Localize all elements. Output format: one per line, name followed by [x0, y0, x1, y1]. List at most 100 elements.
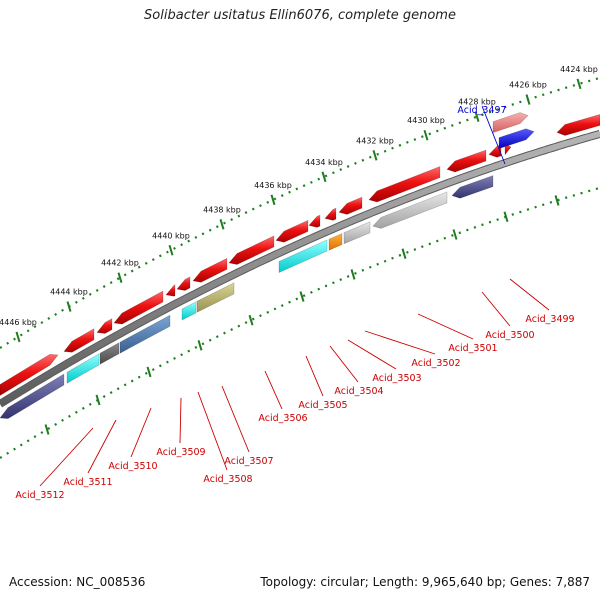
cds-gene-box: [99, 342, 120, 365]
cds-gene-box: [451, 175, 494, 199]
label-leader-line: [197, 391, 228, 471]
cds-gene-arrow: [324, 207, 337, 221]
kbp-tick-label: 4440 kbp: [152, 231, 190, 240]
gene-label-acid-3502: Acid_3502: [411, 358, 460, 369]
cds-gene-box: [278, 239, 328, 273]
cds-gene-arrow: [488, 144, 502, 158]
major-tick: [350, 269, 356, 280]
major-tick: [15, 331, 21, 343]
major-tick: [44, 424, 50, 435]
cds-gene-arrow: [368, 166, 441, 203]
accession-text: Accession: NC_008536: [9, 575, 146, 589]
kbp-tick-label: 4436 kbp: [254, 181, 292, 190]
kbp-tick-label: 4432 kbp: [356, 136, 394, 145]
label-leader-line: [179, 397, 182, 444]
cds-gene-box: [66, 353, 100, 384]
trna-gene-arrow: [498, 128, 535, 150]
label-leader-line: [417, 313, 474, 340]
genome-backbone: [0, 130, 600, 408]
gene-label-acid-3511: Acid_3511: [63, 477, 112, 488]
cds-gene-arrow: [63, 328, 95, 353]
kbp-tick-label: 4430 kbp: [407, 116, 445, 125]
label-leader-line: [481, 291, 511, 327]
gene-label-acid-3507: Acid_3507: [224, 456, 273, 467]
major-tick: [576, 78, 582, 90]
cds-gene-box: [343, 221, 371, 245]
gene-label-acid-3505: Acid_3505: [298, 400, 347, 411]
map-title: Solibacter usitatus Ellin6076, complete …: [144, 8, 456, 23]
major-tick: [219, 219, 225, 230]
cds-gene-arrow: [446, 149, 487, 173]
cds-gene-box: [372, 191, 448, 229]
cds-gene-box: [181, 301, 197, 321]
label-leader-line: [347, 339, 397, 370]
cds-gene-box: [196, 282, 235, 313]
label-leader-line: [264, 370, 283, 410]
gene-label-acid-3504: Acid_3504: [334, 386, 383, 397]
gene-label-acid-3510: Acid_3510: [108, 461, 157, 472]
major-tick: [525, 94, 531, 105]
label-leader-line: [39, 427, 94, 487]
gene-labels: Acid_3497 Acid_3499 Acid_3500 Acid_3501 Acid…: [15, 105, 574, 501]
cds-gene-arrow: [0, 353, 59, 396]
kbp-tick-label: 4426 kbp: [509, 81, 547, 90]
cds-gene-arrow: [275, 219, 309, 243]
cds-gene-arrow: [113, 290, 164, 325]
label-leader-line: [221, 385, 250, 453]
gene-label-acid-3497: Acid_3497: [457, 105, 506, 116]
cds-gene-arrow: [192, 257, 228, 283]
cds-gene-arrow: [308, 214, 321, 228]
cds-gene-box: [328, 233, 343, 251]
major-tick: [248, 314, 254, 326]
major-tick: [503, 211, 509, 223]
major-tick: [474, 111, 480, 122]
cds-gene-arrow: [228, 235, 275, 265]
major-tick: [66, 301, 72, 312]
cds-gene-arrow: [96, 318, 113, 334]
kbp-tick-label: 4446 kbp: [0, 318, 37, 327]
cds-gene-arrow: [176, 276, 191, 291]
cds-gene-box: [0, 373, 65, 419]
major-tick: [554, 195, 560, 206]
kbp-tick-label: 4434 kbp: [305, 158, 343, 167]
pseudo-gene-arrow: [492, 112, 529, 134]
label-leader-line: [364, 330, 436, 355]
major-tick: [197, 340, 203, 351]
major-tick: [168, 244, 174, 256]
gene-label-acid-3509: Acid_3509: [156, 447, 205, 458]
major-tick: [423, 129, 429, 141]
label-leader-line: [305, 355, 324, 397]
gene-label-acid-3508: Acid_3508: [203, 474, 252, 485]
gene-label-acid-3500: Acid_3500: [485, 330, 534, 341]
kbp-tick-label: 4442 kbp: [101, 259, 139, 268]
label-leaders: [39, 105, 550, 487]
major-tick: [270, 194, 276, 206]
gene-label-acid-3512: Acid_3512: [15, 490, 64, 501]
kbp-tick-label: 4444 kbp: [50, 288, 88, 297]
genome-summary-text: Topology: circular; Length: 9,965,640 bp…: [260, 575, 590, 589]
gene-label-acid-3501: Acid_3501: [448, 343, 497, 354]
label-leader-line: [329, 345, 359, 383]
label-leader-line: [481, 105, 506, 165]
major-tick: [146, 366, 152, 378]
cds-gene-arrow: [338, 196, 363, 215]
major-tick: [372, 150, 378, 161]
major-tick: [299, 291, 305, 302]
cds-gene-arrow: [165, 284, 176, 297]
gene-features: [0, 112, 600, 419]
cds-gene-box: [119, 314, 171, 354]
label-leader-line: [87, 419, 117, 474]
major-tick: [95, 394, 101, 406]
kbp-tick-label: 4438 kbp: [203, 205, 241, 214]
major-tick: [321, 171, 327, 183]
label-leader-line: [130, 407, 152, 458]
kbp-tick-label: 4428 kbp: [458, 98, 496, 107]
major-tick: [117, 272, 123, 283]
kbp-ticks: 4424 kbp 4426 kbp 4428 kbp 4430 kbp 4432 kbp…: [0, 65, 600, 459]
kbp-tick-label: 4424 kbp: [560, 65, 598, 74]
gene-label-acid-3506: Acid_3506: [258, 413, 307, 424]
gene-label-acid-3499: Acid_3499: [525, 314, 574, 325]
major-tick: [452, 229, 458, 240]
cds-gene-arrow: [556, 114, 600, 136]
